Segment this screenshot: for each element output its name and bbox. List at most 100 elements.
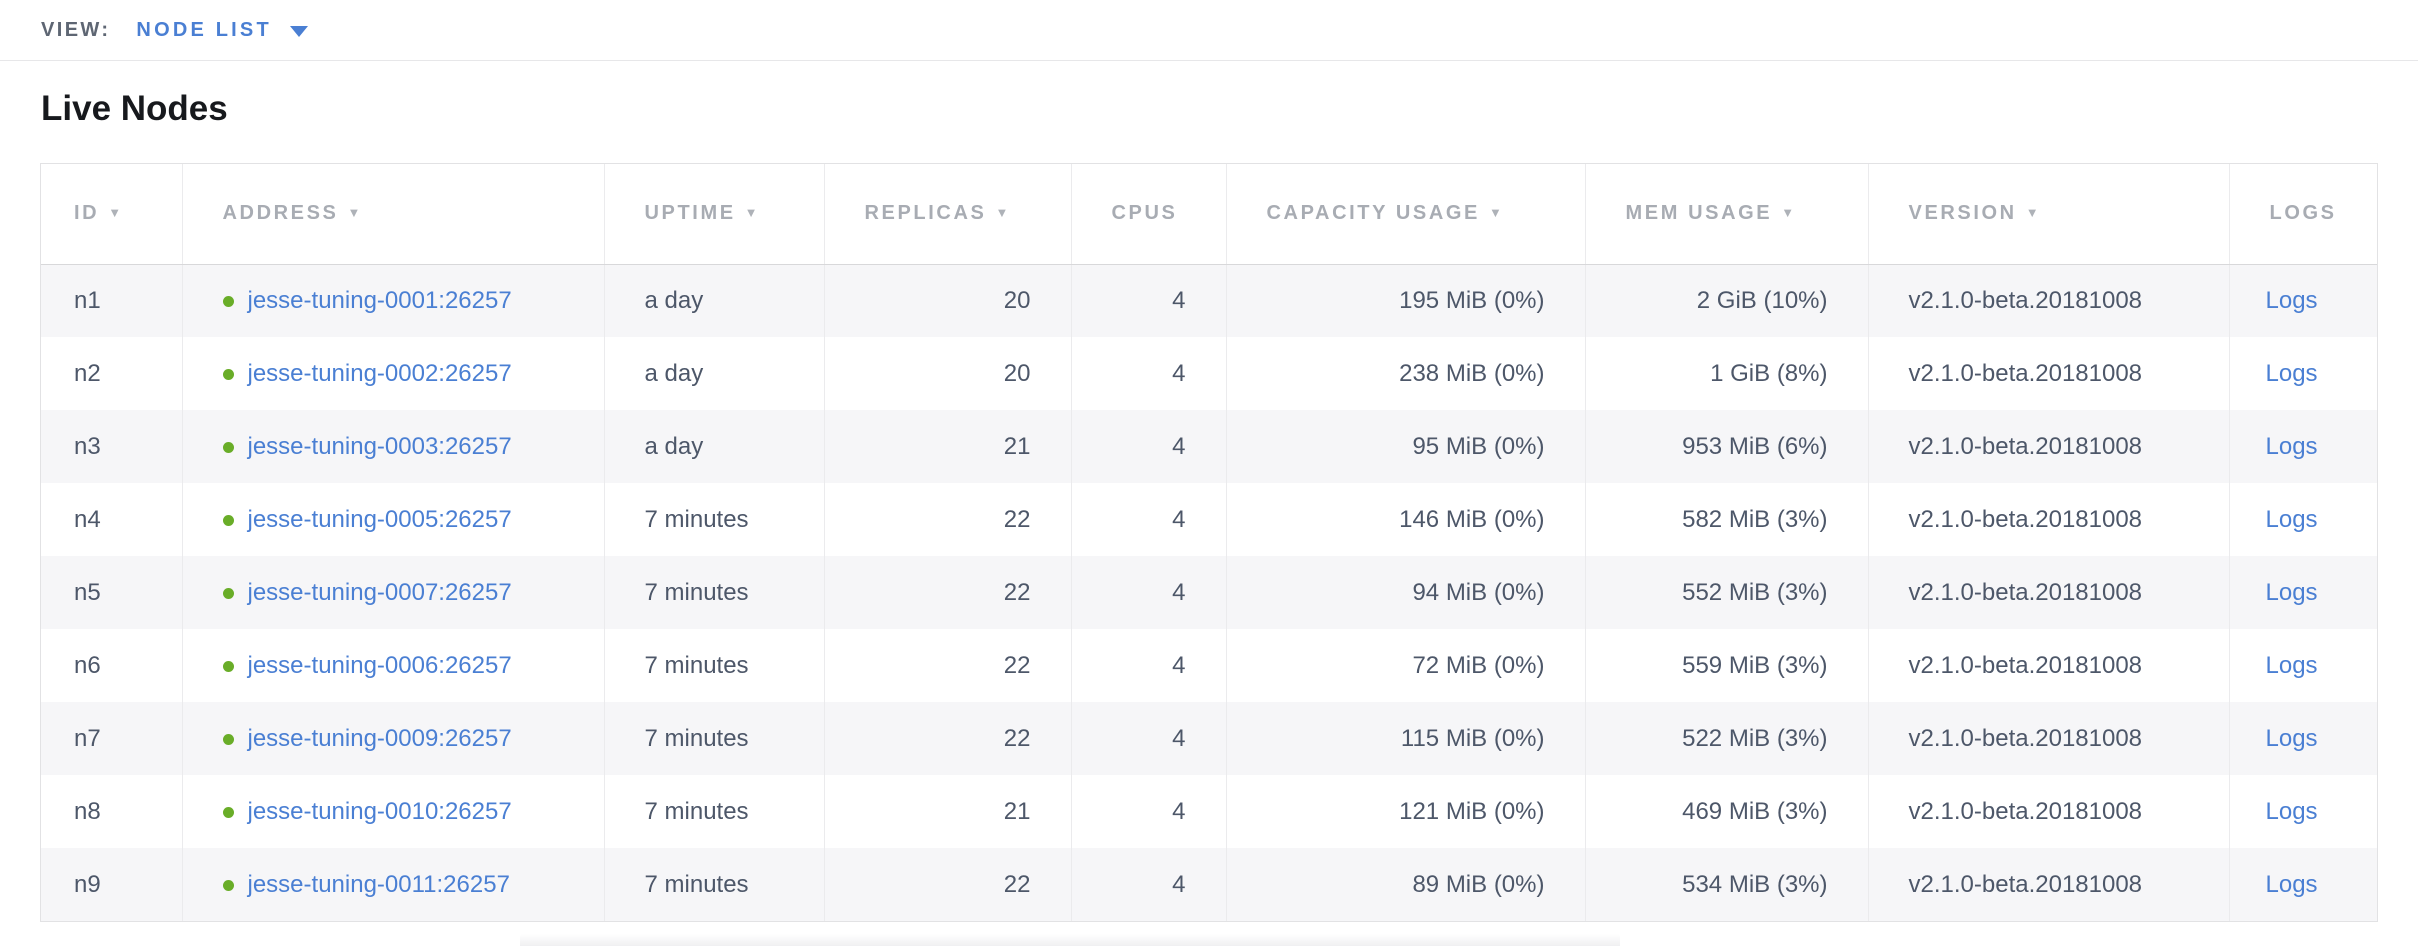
column-header-address[interactable]: ADDRESS ▼ (182, 164, 605, 265)
node-logs-link[interactable]: Logs (2265, 359, 2318, 387)
column-header-version[interactable]: VERSION ▼ (1868, 164, 2230, 265)
cell-id: n7 (41, 702, 183, 775)
node-address-link[interactable]: jesse-tuning-0005:26257 (247, 505, 512, 533)
table-row: n7 jesse-tuning-0009:26257 7 minutes 22 4 115… (41, 702, 2377, 775)
cell-replicas: 22 (824, 629, 1072, 702)
cell-mem: 582 MiB (3%) (1585, 483, 1869, 556)
cell-mem: 953 MiB (6%) (1585, 410, 1869, 483)
cell-capacity: 94 MiB (0%) (1226, 556, 1586, 629)
cell-logs: Logs (2229, 556, 2377, 629)
cell-address: jesse-tuning-0006:26257 (182, 629, 605, 702)
column-header-label: CPUS (1111, 202, 1178, 225)
node-address-link[interactable]: jesse-tuning-0002:26257 (247, 359, 512, 387)
column-header-replicas[interactable]: REPLICAS ▼ (824, 164, 1072, 265)
node-logs-link[interactable]: Logs (2265, 286, 2318, 314)
cell-id: n9 (41, 848, 183, 921)
node-address-link[interactable]: jesse-tuning-0001:26257 (247, 286, 512, 314)
cell-address: jesse-tuning-0002:26257 (182, 337, 605, 410)
cell-replicas: 22 (824, 848, 1072, 921)
cell-cpus: 4 (1071, 337, 1227, 410)
cell-capacity: 72 MiB (0%) (1226, 629, 1586, 702)
cell-logs: Logs (2229, 483, 2377, 556)
cell-mem: 522 MiB (3%) (1585, 702, 1869, 775)
cell-mem: 552 MiB (3%) (1585, 556, 1869, 629)
column-header-mem[interactable]: MEM USAGE ▼ (1585, 164, 1869, 265)
cell-address: jesse-tuning-0009:26257 (182, 702, 605, 775)
cell-id: n3 (41, 410, 183, 483)
column-header-cpus: CPUS (1071, 164, 1227, 265)
cell-version: v2.1.0-beta.20181008 (1868, 483, 2230, 556)
cell-address: jesse-tuning-0011:26257 (182, 848, 605, 921)
cell-version: v2.1.0-beta.20181008 (1868, 264, 2230, 337)
cell-replicas: 21 (824, 775, 1072, 848)
column-header-capacity[interactable]: CAPACITY USAGE ▼ (1226, 164, 1586, 265)
live-nodes-table: ID ▼ ADDRESS ▼ UPTIME ▼ REPLICAS ▼ CPUS CAPACITY … (41, 164, 2377, 921)
cell-replicas: 22 (824, 702, 1072, 775)
cell-cpus: 4 (1071, 556, 1227, 629)
node-logs-link[interactable]: Logs (2265, 578, 2318, 606)
table-row: n9 jesse-tuning-0011:26257 7 minutes 22 4 89 … (41, 848, 2377, 921)
view-selected-value[interactable]: NODE LIST (136, 18, 272, 41)
cell-id: n6 (41, 629, 183, 702)
table-row: n8 jesse-tuning-0010:26257 7 minutes 21 4 121… (41, 775, 2377, 848)
cell-version: v2.1.0-beta.20181008 (1868, 702, 2230, 775)
cell-mem: 534 MiB (3%) (1585, 848, 1869, 921)
node-address-link[interactable]: jesse-tuning-0011:26257 (247, 870, 510, 898)
cell-mem: 469 MiB (3%) (1585, 775, 1869, 848)
node-logs-link[interactable]: Logs (2265, 797, 2318, 825)
node-live-status-icon (222, 295, 234, 307)
table-row: n3 jesse-tuning-0003:26257 a day 21 4 95 MiB … (41, 410, 2377, 483)
page-title: Live Nodes (41, 89, 228, 128)
cell-version: v2.1.0-beta.20181008 (1868, 775, 2230, 848)
cell-uptime: a day (604, 410, 825, 483)
cell-mem: 2 GiB (10%) (1585, 264, 1869, 337)
table-body: n1 jesse-tuning-0001:26257 a day 20 4 195 MiB… (41, 264, 2377, 921)
node-live-status-icon (222, 806, 234, 818)
column-header-label: VERSION (1908, 202, 2017, 225)
cell-capacity: 121 MiB (0%) (1226, 775, 1586, 848)
node-address-link[interactable]: jesse-tuning-0009:26257 (247, 724, 512, 752)
node-live-status-icon (222, 514, 234, 526)
table-row: n1 jesse-tuning-0001:26257 a day 20 4 195 MiB… (41, 264, 2377, 337)
cell-logs: Logs (2229, 848, 2377, 921)
sort-descending-icon: ▼ (744, 205, 761, 221)
column-header-id[interactable]: ID ▼ (41, 164, 183, 265)
cell-version: v2.1.0-beta.20181008 (1868, 556, 2230, 629)
chevron-down-icon (289, 25, 308, 37)
cell-replicas: 22 (824, 556, 1072, 629)
view-label: VIEW: (41, 18, 111, 41)
cell-logs: Logs (2229, 264, 2377, 337)
view-selector-dropdown[interactable]: NODE LIST (136, 18, 308, 42)
cell-replicas: 20 (824, 337, 1072, 410)
node-address-link[interactable]: jesse-tuning-0007:26257 (247, 578, 512, 606)
sort-descending-icon: ▼ (995, 205, 1011, 221)
cell-address: jesse-tuning-0010:26257 (182, 775, 605, 848)
node-logs-link[interactable]: Logs (2265, 432, 2318, 460)
table-row: n2 jesse-tuning-0002:26257 a day 20 4 238 MiB… (41, 337, 2377, 410)
node-logs-link[interactable]: Logs (2265, 651, 2318, 679)
cell-id: n1 (41, 264, 183, 337)
node-logs-link[interactable]: Logs (2265, 724, 2318, 752)
column-header-label: REPLICAS (864, 202, 987, 225)
node-logs-link[interactable]: Logs (2265, 870, 2318, 898)
cell-uptime: 7 minutes (604, 629, 825, 702)
column-header-label: ID (74, 202, 100, 225)
table-row: n6 jesse-tuning-0006:26257 7 minutes 22 4 72 … (41, 629, 2377, 702)
node-logs-link[interactable]: Logs (2265, 505, 2318, 533)
cell-capacity: 89 MiB (0%) (1226, 848, 1586, 921)
table-header: ID ▼ ADDRESS ▼ UPTIME ▼ REPLICAS ▼ CPUS CAPACITY … (41, 164, 2377, 265)
node-address-link[interactable]: jesse-tuning-0010:26257 (247, 797, 512, 825)
cell-address: jesse-tuning-0005:26257 (182, 483, 605, 556)
node-live-status-icon (222, 587, 234, 599)
cell-version: v2.1.0-beta.20181008 (1868, 337, 2230, 410)
sort-descending-icon: ▼ (2025, 205, 2042, 221)
node-address-link[interactable]: jesse-tuning-0006:26257 (247, 651, 512, 679)
column-header-uptime[interactable]: UPTIME ▼ (604, 164, 825, 265)
cell-address: jesse-tuning-0001:26257 (182, 264, 605, 337)
cell-logs: Logs (2229, 775, 2377, 848)
cell-capacity: 195 MiB (0%) (1226, 264, 1586, 337)
cell-id: n2 (41, 337, 183, 410)
cell-uptime: 7 minutes (604, 775, 825, 848)
node-address-link[interactable]: jesse-tuning-0003:26257 (247, 432, 512, 460)
column-header-label: ADDRESS (222, 202, 339, 225)
